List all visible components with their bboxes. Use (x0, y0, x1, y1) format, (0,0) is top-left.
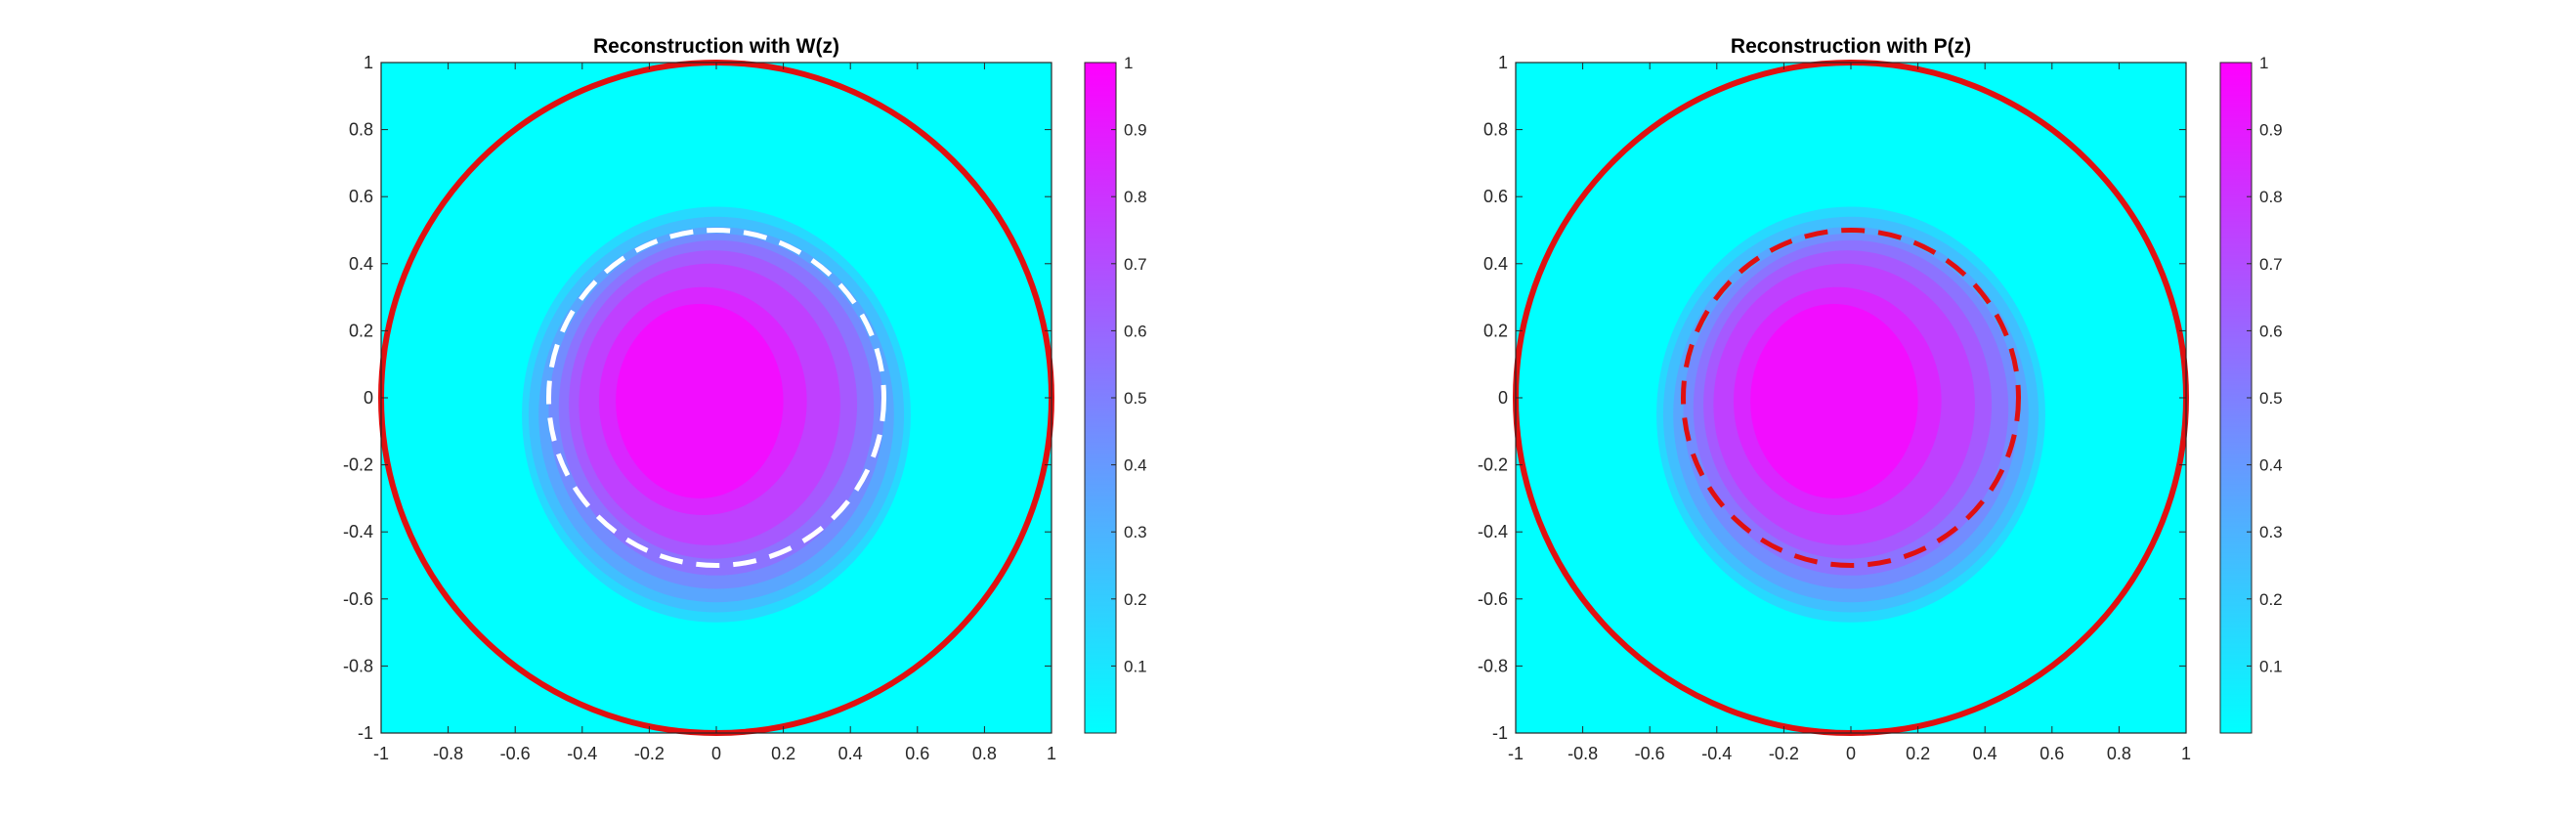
y-tick-label: -0.4 (343, 522, 373, 541)
inner-boundary-circle (546, 228, 886, 568)
plot-panel-p: -1 -0.8 -0.6 -0.4 -0.2 0 0.2 0.4 0.6 0.8 1 -1 -0.8 -0… (1478, 35, 2283, 763)
x-tick-label: 1 (2181, 744, 2191, 763)
colorbar-tick-label: 0.8 (1124, 188, 1147, 206)
x-tick-label: 0.6 (905, 744, 929, 763)
colorbar-tick-label: 0.7 (1124, 255, 1147, 274)
colorbar-tick-label: 0.4 (1124, 456, 1147, 475)
y-tick-label: -0.8 (343, 656, 373, 675)
y-tick-label: 1 (1498, 53, 1508, 72)
colorbar-tick-label: 0.7 (2259, 255, 2283, 274)
y-tick-label: -0.2 (343, 455, 373, 475)
contour-band (1750, 303, 1918, 498)
x-tick-label: -1 (1508, 744, 1524, 763)
colorbar-tick-label: 0.2 (1124, 590, 1147, 609)
y-tick-label: 0.8 (1483, 120, 1508, 140)
y-tick-label: -0.6 (1478, 589, 1508, 609)
colorbar-tick-label: 1 (2259, 54, 2268, 72)
x-tick-label: -0.6 (500, 744, 531, 763)
x-tick-label: 0 (1846, 744, 1856, 763)
y-tick-label: 0.4 (1483, 254, 1508, 274)
colorbar-tick-label: 0.8 (2259, 188, 2283, 206)
x-tick-label: 0.6 (2039, 744, 2064, 763)
x-tick-label: 0.2 (771, 744, 795, 763)
plot-area (1516, 63, 2186, 733)
y-tick-label: -0.2 (1478, 455, 1508, 475)
x-tick-label: -1 (373, 744, 389, 763)
colorbar-tick-label: 0.6 (2259, 322, 2283, 340)
plot-area (381, 63, 1052, 733)
x-tick-label: -0.4 (567, 744, 597, 763)
colorbar-tick-label: 0.4 (2259, 456, 2283, 475)
y-tick-label: 1 (364, 53, 373, 72)
x-tick-label: -0.2 (1769, 744, 1799, 763)
y-tick-label: 0.4 (349, 254, 373, 274)
colorbar-tick-label: 0.6 (1124, 322, 1147, 340)
colorbar-tick-label: 1 (1124, 54, 1133, 72)
colorbar-tick-label: 0.9 (1124, 121, 1147, 140)
contour-band (616, 303, 784, 498)
colorbar (1084, 62, 1117, 734)
y-tick-label: -0.4 (1478, 522, 1508, 541)
y-tick-label: 0.6 (349, 187, 373, 206)
plot-panel-w: -1 -0.8 -0.6 -0.4 -0.2 0 0.2 0.4 0.6 0.8 1 -1 -0.8 -0… (343, 35, 1147, 763)
x-tick-label: 0.8 (2107, 744, 2131, 763)
x-tick-label: 0.2 (1906, 744, 1930, 763)
colorbar-tick-label: 0.5 (2259, 389, 2283, 408)
x-tick-label: -0.6 (1635, 744, 1665, 763)
y-tick-label: 0 (364, 388, 373, 408)
colorbar-tick-label: 0.9 (2259, 121, 2283, 140)
y-tick-label: 0.2 (349, 321, 373, 340)
chart-title: Reconstruction with P(z) (1731, 35, 1971, 58)
x-tick-label: 0.8 (972, 744, 997, 763)
x-tick-label: -0.2 (634, 744, 665, 763)
colorbar-tick-label: 0.5 (1124, 389, 1147, 408)
y-tick-label: 0 (1498, 388, 1508, 408)
y-tick-label: -1 (1492, 723, 1508, 743)
colorbar-tick-label: 0.1 (2259, 657, 2283, 675)
y-tick-label: -0.8 (1478, 656, 1508, 675)
colorbar (2219, 62, 2253, 734)
x-tick-label: -0.8 (433, 744, 463, 763)
x-tick-label: -0.4 (1701, 744, 1732, 763)
y-tick-label: 0.8 (349, 120, 373, 140)
colorbar-tick-label: 0.2 (2259, 590, 2283, 609)
x-tick-label: 1 (1047, 744, 1056, 763)
x-tick-label: 0.4 (838, 744, 863, 763)
x-tick-label: 0.4 (1973, 744, 1997, 763)
y-tick-label: 0.6 (1483, 187, 1508, 206)
colorbar-tick-label: 0.3 (2259, 523, 2283, 541)
x-tick-label: 0 (711, 744, 721, 763)
x-tick-label: -0.8 (1567, 744, 1598, 763)
y-tick-label: 0.2 (1483, 321, 1508, 340)
colorbar-tick-label: 0.1 (1124, 657, 1147, 675)
colorbar-tick-label: 0.3 (1124, 523, 1147, 541)
y-tick-label: -0.6 (343, 589, 373, 609)
chart-title: Reconstruction with W(z) (593, 35, 839, 58)
inner-boundary-circle (1681, 228, 2021, 568)
y-tick-label: -1 (358, 723, 373, 743)
